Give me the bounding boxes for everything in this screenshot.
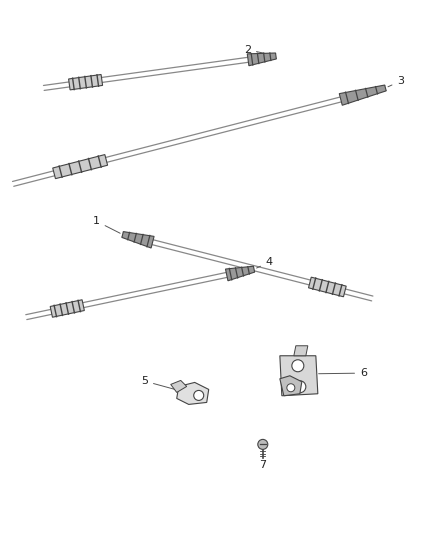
Polygon shape bbox=[122, 232, 154, 248]
Polygon shape bbox=[280, 376, 302, 396]
Text: 3: 3 bbox=[388, 76, 404, 87]
Circle shape bbox=[294, 381, 306, 393]
Polygon shape bbox=[69, 75, 102, 90]
Circle shape bbox=[287, 384, 295, 392]
Polygon shape bbox=[339, 85, 386, 106]
Text: 4: 4 bbox=[257, 257, 273, 268]
Text: 7: 7 bbox=[259, 461, 266, 470]
Polygon shape bbox=[53, 155, 108, 179]
Polygon shape bbox=[247, 53, 276, 66]
Text: 2: 2 bbox=[244, 45, 273, 55]
Polygon shape bbox=[171, 381, 187, 392]
Polygon shape bbox=[280, 356, 318, 396]
Text: 1: 1 bbox=[93, 216, 120, 233]
Polygon shape bbox=[294, 346, 308, 356]
Polygon shape bbox=[177, 382, 209, 405]
Text: 6: 6 bbox=[318, 368, 367, 378]
Polygon shape bbox=[50, 300, 85, 317]
Polygon shape bbox=[226, 266, 254, 281]
Circle shape bbox=[292, 360, 304, 372]
Text: 5: 5 bbox=[141, 376, 176, 390]
Circle shape bbox=[258, 439, 268, 449]
Circle shape bbox=[194, 390, 204, 400]
Polygon shape bbox=[308, 277, 346, 297]
